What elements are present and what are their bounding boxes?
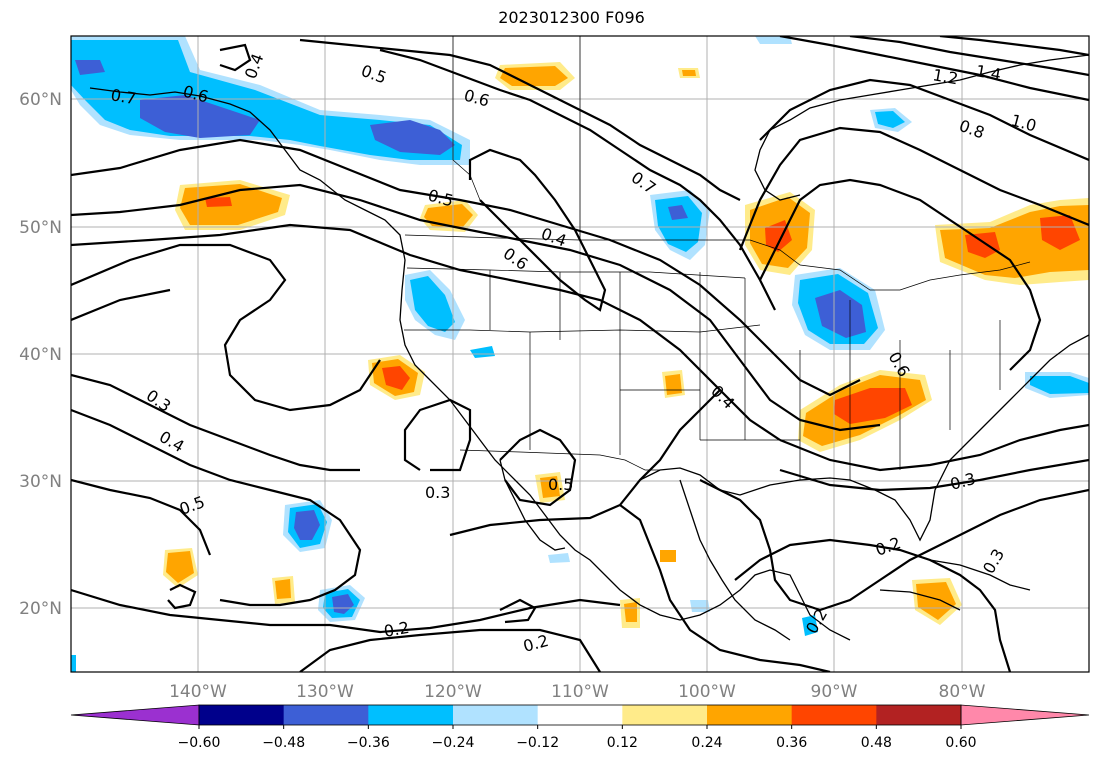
- contour-label: 0.7: [109, 85, 137, 108]
- colorbar-tick-label: 0.48: [861, 735, 892, 751]
- colorbar-segment: [199, 705, 285, 725]
- colorbar-low-arrow: [70, 704, 200, 726]
- colorbar-tick-label: 0.60: [945, 735, 976, 751]
- colorbar-outline: [198, 704, 962, 726]
- colorbar-tick-label: −0.12: [516, 735, 559, 751]
- latitude-labels: 60°N 50°N 40°N 30°N 20°N: [19, 90, 62, 619]
- political-borders: [404, 36, 1031, 480]
- map-frame: [70, 35, 1090, 673]
- colorbar-segment: [791, 705, 877, 725]
- colorbar-segment: [707, 705, 793, 725]
- longitude-labels: 140°W 130°W 120°W 110°W 100°W 90°W 80°W: [169, 682, 986, 702]
- colorbar-tick-label: −0.60: [178, 735, 221, 751]
- colorbar-high-arrow: [960, 704, 1090, 726]
- colorbar: −0.60 −0.48 −0.36 −0.24 −0.12 0.12 0.24 0.36 0.4…: [70, 704, 1090, 751]
- colorbar-tick-label: −0.48: [262, 735, 305, 751]
- colorbar-segment: [537, 705, 623, 725]
- colorbar-segment: [453, 705, 539, 725]
- lat-label-20: 20°N: [19, 599, 62, 619]
- lon-label-120: 120°W: [424, 682, 482, 702]
- lon-label-140: 140°W: [169, 682, 227, 702]
- contour-lines: [71, 36, 1089, 672]
- contour-label: 1.4: [974, 61, 1002, 84]
- lon-label-130: 130°W: [296, 682, 354, 702]
- colorbar-segment: [876, 705, 962, 725]
- colorbar-tick-label: 0.36: [776, 735, 807, 751]
- negative-region-hudson: [755, 36, 792, 44]
- lon-label-110: 110°W: [551, 682, 609, 702]
- lon-label-100: 100°W: [678, 682, 736, 702]
- colorbar-segment: [283, 705, 369, 725]
- contour-label: 0.5: [548, 475, 573, 494]
- colorbar-tick-label: 0.24: [691, 735, 722, 751]
- colorbar-tick-label: 0.12: [607, 735, 638, 751]
- contour-label: 0.2: [382, 618, 410, 641]
- map-title: 2023012300 F096: [498, 8, 645, 27]
- lat-label-40: 40°N: [19, 345, 62, 365]
- map-layers: 0.4 0.5 0.6 0.7 0.6 0.5 0.4 0.6 0.7 1.2 …: [71, 36, 1089, 672]
- colorbar-tick-label: −0.24: [432, 735, 475, 751]
- lat-label-50: 50°N: [19, 218, 62, 238]
- lat-label-30: 30°N: [19, 472, 62, 492]
- colorbar-segment: [622, 705, 708, 725]
- lon-label-80: 80°W: [939, 682, 986, 702]
- colorbar-segment: [368, 705, 454, 725]
- lon-label-90: 90°W: [811, 682, 858, 702]
- lat-label-60: 60°N: [19, 90, 62, 110]
- colorbar-tick-label: −0.36: [347, 735, 390, 751]
- contour-label: 1.2: [931, 65, 959, 88]
- contour-label: 0.3: [425, 483, 450, 502]
